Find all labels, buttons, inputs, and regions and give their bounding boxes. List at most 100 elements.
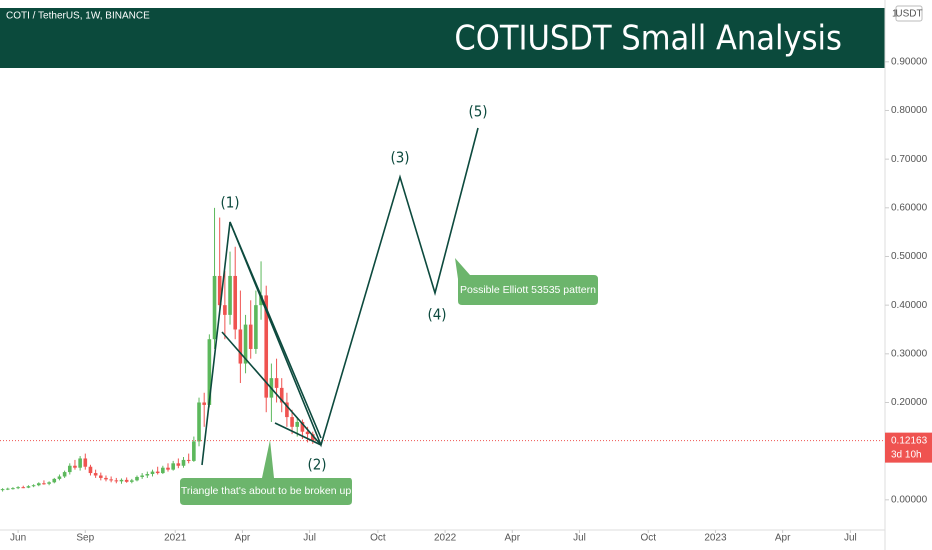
x-tick-label: Apr [505,533,521,544]
candle-body [310,434,315,441]
wave-label: (3) [390,149,409,167]
candle-body [88,466,93,474]
candle-body [192,441,196,461]
candle-body [223,305,227,315]
triangle-upper [229,221,322,439]
candle-body [171,463,175,470]
y-tick-label: 0.90000 [891,56,928,67]
candle-body [274,378,279,388]
candle-body [62,472,67,477]
y-tick-label: 0.30000 [891,348,928,359]
candle-body [150,471,155,475]
candle-body [238,329,243,364]
triangle-lower [274,422,322,446]
candle-body [279,387,284,403]
x-tick-label: Apr [235,533,251,544]
candle-body [259,295,263,306]
last-price-label: 0.12163 [891,435,928,446]
candle-body [202,402,207,405]
candle-body [305,431,310,435]
candle-body [254,305,258,349]
y-tick-label: 0.50000 [891,251,928,262]
candle-body [109,479,113,481]
candle-body [186,459,191,461]
candle-body [145,474,150,476]
wave-label: (4) [427,306,446,324]
candle-body [155,471,160,474]
candle-body [228,275,232,315]
wave-label: (2) [307,456,326,474]
candle-body [78,458,82,468]
candle-body [212,275,217,340]
callout [455,258,598,305]
wave-label: (5) [468,103,487,121]
candle-body [11,488,15,490]
candle-body [114,480,119,482]
y-tick-label: 0.80000 [891,105,928,116]
x-tick-label: Jul [303,533,316,544]
candle-body [176,463,181,466]
y-tick-label: 0.40000 [891,300,928,311]
candle-body [104,477,108,480]
candle-body [197,402,201,442]
x-tick-label: Sep [76,533,94,544]
scale-mode: 1 [892,9,898,20]
candle-body [124,479,129,482]
countdown: 3d 10h [891,449,922,460]
header-band [0,8,885,68]
callout-text: Possible Elliott 53535 pattern [460,284,596,296]
x-tick-label: Jun [10,533,26,544]
candle-body [73,465,77,468]
candle-body [300,421,305,432]
candle-body [295,421,300,427]
currency-box [895,5,923,22]
triangle-mid [221,331,322,446]
candle-body [57,476,62,479]
candle-body [31,485,36,487]
candle-body [243,324,248,364]
callout [180,440,352,505]
candle-body [130,480,134,482]
y-tick-label: 0.70000 [891,154,928,165]
candle-body [26,486,31,488]
candle-body [166,467,170,470]
y-tick-label: 0.00000 [891,494,928,505]
y-tick-label: 0.20000 [891,397,928,408]
candle-body [67,465,72,473]
x-tick-label: Jul [573,533,586,544]
last-price-box [885,432,932,463]
x-tick-label: Oct [370,533,386,544]
candle-body [16,487,20,489]
candle-body [140,475,144,477]
candle-body [52,478,57,483]
candle-body [161,467,165,474]
candle-body [233,275,238,330]
x-tick-label: Apr [775,533,791,544]
candle-body [83,458,88,467]
candle-body [5,488,10,490]
candle-body [181,459,186,466]
candle-body [21,487,26,489]
candle-body [264,295,269,398]
candle-body [119,479,124,482]
candle-body [0,489,5,491]
candle-body [98,475,103,478]
y-tick-label: 0.60000 [891,202,928,213]
symbol: COTI / TetherUS, 1W, BINANCE [6,11,150,22]
candle-body [93,473,98,476]
candle-body [217,275,222,306]
callout-text: Triangle that's about to be broken up [181,485,351,497]
x-tick-label: 2021 [164,533,187,544]
x-tick-label: 2023 [704,533,727,544]
candle-body [47,482,51,484]
candle-body [36,483,41,486]
candle-body [135,476,139,481]
candle-body [248,324,253,349]
x-tick-label: Oct [640,533,656,544]
x-tick-label: Jul [844,533,857,544]
candle-body [207,339,212,405]
candle-body [290,417,294,427]
currency: USDT [895,9,922,20]
x-tick-label: 2022 [434,533,457,544]
